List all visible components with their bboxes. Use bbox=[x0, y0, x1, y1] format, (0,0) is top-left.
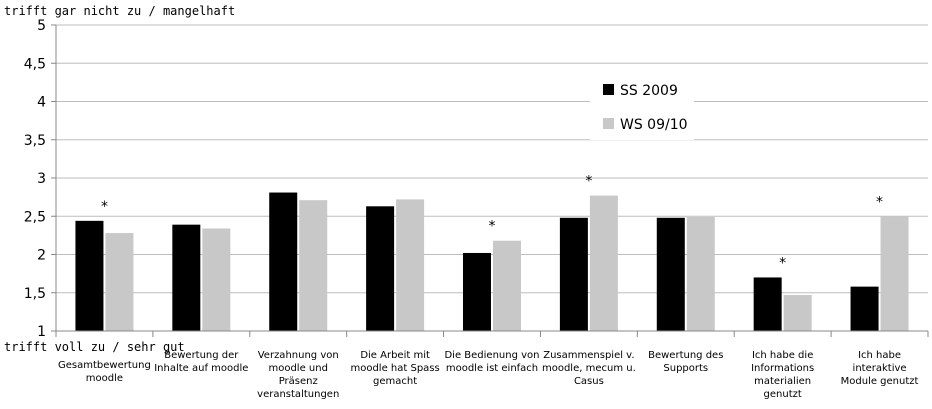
legend-label: SS 2009 bbox=[620, 83, 678, 99]
x-tick-label: Verzahnung von moodle und Präsenz verans… bbox=[257, 350, 340, 400]
bars: * * * * * bbox=[75, 174, 909, 331]
significance-marker: * bbox=[876, 194, 883, 210]
y-tick-label: 4,5 bbox=[24, 56, 46, 72]
bar-ss2009 bbox=[656, 217, 685, 331]
y-tick-label: 2 bbox=[37, 248, 46, 264]
gridlines bbox=[56, 24, 928, 294]
bar-ws0910 bbox=[299, 200, 328, 331]
bar-ws0910 bbox=[880, 216, 909, 331]
bar-ss2009 bbox=[172, 224, 201, 331]
legend-swatch bbox=[603, 118, 614, 129]
bar-ws0910 bbox=[396, 199, 425, 331]
x-tick-label: Bewertung des Supports bbox=[648, 350, 724, 374]
bar-ws0910 bbox=[202, 228, 231, 331]
significance-marker: * bbox=[585, 174, 592, 190]
legend-swatch bbox=[603, 84, 614, 95]
significance-marker: * bbox=[489, 219, 496, 235]
y-tick-label: 2,5 bbox=[24, 209, 46, 225]
significance-marker: * bbox=[779, 255, 786, 271]
x-tick-label: Ich habe die Informations materialien ge… bbox=[751, 350, 815, 400]
x-tick-label: Die Bedienung von moodle ist einfach bbox=[444, 350, 540, 374]
bar-ss2009 bbox=[463, 252, 491, 331]
y-tick-label: 1,5 bbox=[24, 286, 46, 302]
x-tick-label: Die Arbeit mit moodle hat Spass gemacht bbox=[350, 350, 440, 387]
x-tick-label: Ich habe interaktive Module genutzt bbox=[840, 350, 919, 387]
bar-ws0910 bbox=[686, 217, 715, 331]
axes: 1 1,5 2 2,5 3 3,5 4 4,5 5 bbox=[24, 18, 929, 340]
legend: SS 2009 WS 09/10 bbox=[590, 72, 694, 140]
x-tick-label: Zusammenspiel v. moodle, mecum u. Casus bbox=[541, 350, 636, 387]
x-tick-label: Gesamtbewertung moodle bbox=[58, 360, 151, 384]
legend-label: WS 09/10 bbox=[620, 117, 688, 133]
y-tick-label: 1 bbox=[37, 324, 46, 340]
bar-ss2009 bbox=[559, 217, 588, 331]
bar-ws0910 bbox=[783, 295, 812, 331]
bar-ss2009 bbox=[753, 277, 782, 331]
bar-ss2009 bbox=[366, 206, 395, 331]
y-axis-top-annotation: trifft gar nicht zu / mangelhaft bbox=[4, 4, 236, 18]
significance-marker: * bbox=[101, 199, 108, 215]
bar-ss2009 bbox=[269, 192, 298, 331]
y-tick-label: 4 bbox=[37, 95, 46, 111]
bar-ws0910 bbox=[493, 240, 521, 331]
x-tick-label: Bewertung der Inhalte auf moodle bbox=[154, 350, 249, 374]
bar-ss2009 bbox=[75, 220, 104, 331]
y-axis-bottom-annotation: trifft voll zu / sehr gut bbox=[4, 340, 185, 354]
y-tick-label: 3,5 bbox=[24, 133, 46, 149]
bar-ss2009 bbox=[850, 286, 879, 331]
y-tick-label: 5 bbox=[37, 18, 46, 34]
y-tick-label: 3 bbox=[37, 171, 46, 187]
bar-ws0910 bbox=[105, 233, 134, 331]
bar-ws0910 bbox=[589, 195, 618, 331]
